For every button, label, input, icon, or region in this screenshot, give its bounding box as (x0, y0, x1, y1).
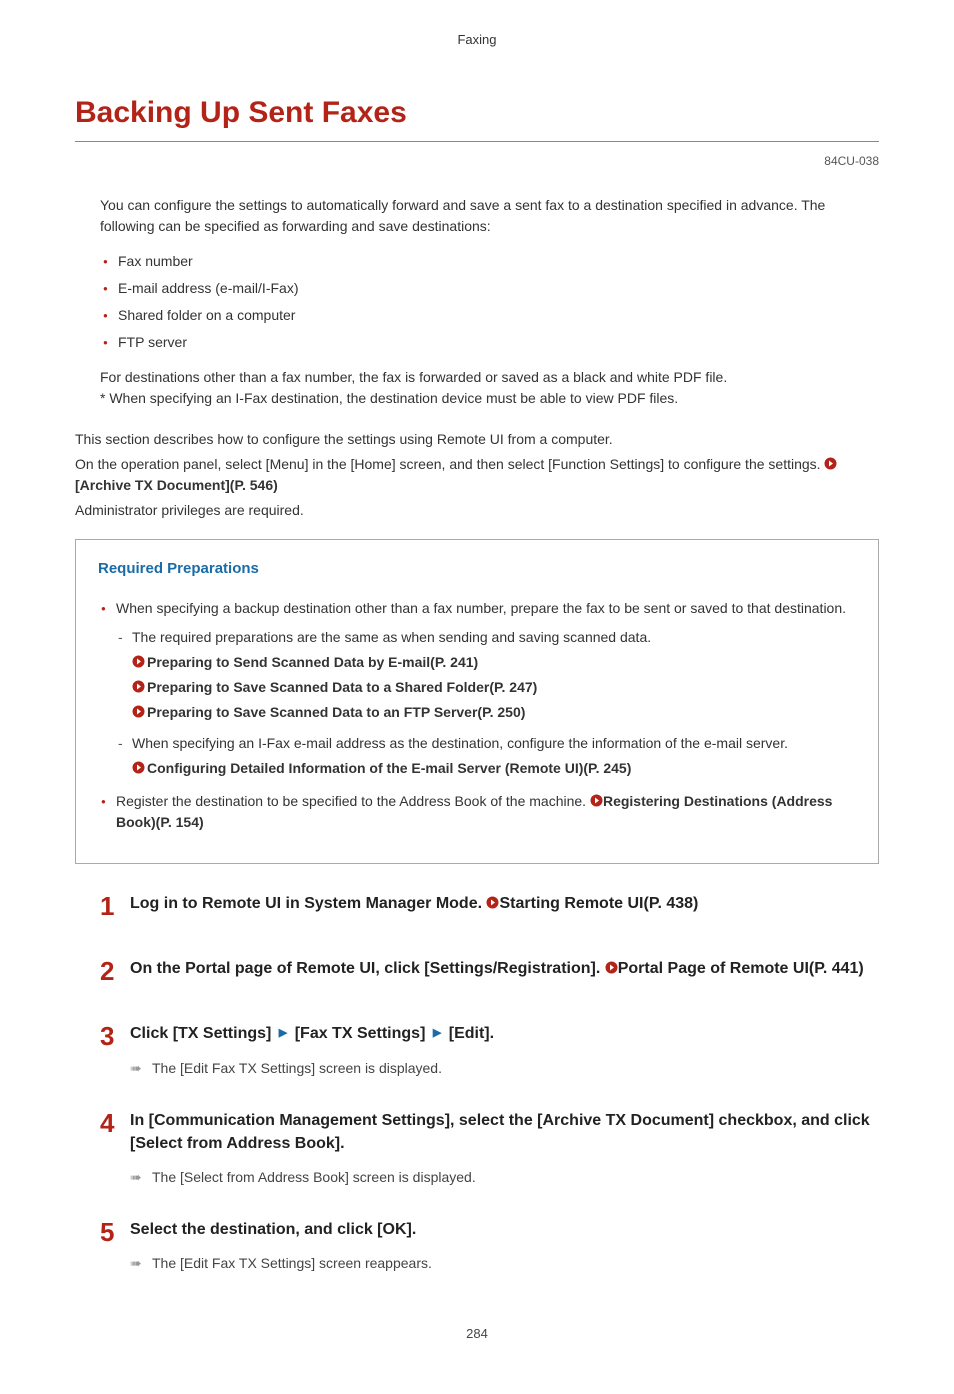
link-text: Preparing to Save Scanned Data to an FTP… (147, 704, 525, 720)
step-number: 1 (100, 892, 130, 927)
cross-reference-link[interactable]: Starting Remote UI(P. 438) (499, 895, 698, 912)
text-span: Log in to Remote UI in System Manager Mo… (130, 895, 486, 912)
text-span: [Edit]. (444, 1025, 494, 1042)
document-id: 84CU-038 (75, 152, 879, 170)
required-preparations-box: Required Preparations When specifying a … (75, 539, 879, 865)
step-4: 4 In [Communication Management Settings]… (100, 1109, 879, 1188)
list-item: E-mail address (e-mail/I-Fax) (100, 278, 879, 299)
prep-list: When specifying a backup destination oth… (98, 598, 856, 833)
sub-item: When specifying an I-Fax e-mail address … (116, 733, 856, 779)
link-arrow-icon (824, 457, 837, 472)
config-description: This section describes how to configure … (75, 429, 879, 450)
note-line: * When specifying an I-Fax destination, … (100, 388, 879, 409)
cross-reference-link[interactable]: [Archive TX Document](P. 546) (75, 477, 278, 493)
note-line: For destinations other than a fax number… (100, 367, 879, 388)
section-header: Faxing (75, 30, 879, 50)
link-arrow-icon (605, 961, 618, 976)
step-title: Log in to Remote UI in System Manager Mo… (130, 892, 879, 915)
step-body: Log in to Remote UI in System Manager Mo… (130, 892, 879, 927)
step-title: In [Communication Management Settings], … (130, 1109, 879, 1155)
link-arrow-icon (132, 705, 145, 720)
page-number: 284 (75, 1324, 879, 1344)
list-item: Fax number (100, 251, 879, 272)
cross-reference-link[interactable]: Preparing to Send Scanned Data by E-mail… (132, 652, 856, 673)
step-5: 5 Select the destination, and click [OK]… (100, 1218, 879, 1274)
step-1: 1 Log in to Remote UI in System Manager … (100, 892, 879, 927)
list-item: FTP server (100, 332, 879, 353)
admin-note: Administrator privileges are required. (75, 500, 879, 521)
text-span: On the operation panel, select [Menu] in… (75, 456, 824, 472)
step-body: Click [TX Settings] ▶ [Fax TX Settings] … (130, 1022, 879, 1078)
link-text: Configuring Detailed Information of the … (147, 760, 631, 776)
text-span: Register the destination to be specified… (116, 793, 590, 809)
step-body: Select the destination, and click [OK]. … (130, 1218, 879, 1274)
step-number: 4 (100, 1109, 130, 1188)
triangle-icon: ▶ (433, 1026, 441, 1042)
config-description: On the operation panel, select [Menu] in… (75, 454, 879, 496)
step-result: The [Select from Address Book] screen is… (130, 1167, 879, 1188)
sub-item: The required preparations are the same a… (116, 627, 856, 723)
link-arrow-icon (132, 761, 145, 776)
forwarding-note: For destinations other than a fax number… (100, 367, 879, 409)
step-result: The [Edit Fax TX Settings] screen is dis… (130, 1058, 879, 1079)
step-title: Click [TX Settings] ▶ [Fax TX Settings] … (130, 1022, 879, 1045)
step-3: 3 Click [TX Settings] ▶ [Fax TX Settings… (100, 1022, 879, 1078)
prep-heading: Required Preparations (98, 558, 856, 581)
destination-list: Fax number E-mail address (e-mail/I-Fax)… (100, 251, 879, 353)
step-body: On the Portal page of Remote UI, click [… (130, 957, 879, 992)
link-text: Preparing to Send Scanned Data by E-mail… (147, 654, 478, 670)
text-span: [Fax TX Settings] (290, 1025, 430, 1042)
text-span: On the Portal page of Remote UI, click [… (130, 960, 605, 977)
link-text: Preparing to Save Scanned Data to a Shar… (147, 679, 537, 695)
prep-item: Register the destination to be specified… (98, 791, 856, 833)
step-result: The [Edit Fax TX Settings] screen reappe… (130, 1253, 879, 1274)
link-arrow-icon (486, 896, 499, 911)
step-number: 5 (100, 1218, 130, 1274)
step-body: In [Communication Management Settings], … (130, 1109, 879, 1188)
link-arrow-icon (132, 655, 145, 670)
step-2: 2 On the Portal page of Remote UI, click… (100, 957, 879, 992)
triangle-icon: ▶ (279, 1026, 287, 1042)
sub-list: The required preparations are the same a… (116, 627, 856, 779)
step-title: Select the destination, and click [OK]. (130, 1218, 879, 1241)
step-number: 3 (100, 1022, 130, 1078)
cross-reference-link[interactable]: Portal Page of Remote UI(P. 441) (618, 960, 864, 977)
cross-reference-link[interactable]: Configuring Detailed Information of the … (132, 758, 856, 779)
text-span: The required preparations are the same a… (132, 629, 651, 645)
cross-reference-link[interactable]: Preparing to Save Scanned Data to an FTP… (132, 702, 856, 723)
link-arrow-icon (590, 794, 603, 809)
steps-container: 1 Log in to Remote UI in System Manager … (100, 892, 879, 1274)
intro-paragraph: You can configure the settings to automa… (100, 195, 879, 237)
step-title: On the Portal page of Remote UI, click [… (130, 957, 879, 980)
text-span: When specifying a backup destination oth… (116, 600, 846, 616)
text-span: When specifying an I-Fax e-mail address … (132, 735, 788, 751)
link-arrow-icon (132, 680, 145, 695)
list-item: Shared folder on a computer (100, 305, 879, 326)
page-title: Backing Up Sent Faxes (75, 90, 879, 142)
cross-reference-link[interactable]: Preparing to Save Scanned Data to a Shar… (132, 677, 856, 698)
step-number: 2 (100, 957, 130, 992)
prep-item: When specifying a backup destination oth… (98, 598, 856, 779)
text-span: Click [TX Settings] (130, 1025, 276, 1042)
